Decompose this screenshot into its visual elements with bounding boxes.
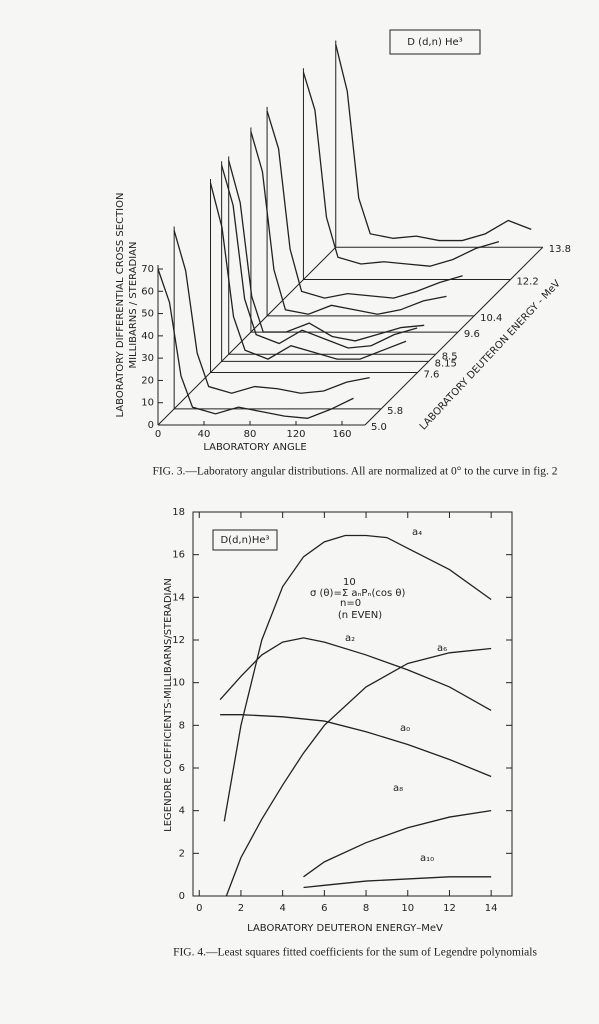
- x-tick-label: 10: [401, 903, 414, 914]
- frame: [192, 511, 513, 897]
- curve-label: a₂: [345, 633, 355, 644]
- y-tick-label: 12: [172, 635, 185, 646]
- y-tick-label: 4: [179, 806, 185, 817]
- curve: [219, 637, 492, 711]
- y-tick-label: 10: [172, 678, 185, 689]
- x-tick-label: 0: [196, 903, 202, 914]
- curve: [225, 647, 492, 897]
- y-tick-label: 18: [172, 507, 185, 518]
- curve: [335, 44, 532, 242]
- fig4-caption: FIG. 4.—Least squares fitted coefficient…: [173, 947, 537, 959]
- box: [212, 529, 278, 551]
- x-tick-label: 80: [244, 429, 257, 440]
- y-tick-label: 40: [141, 331, 154, 342]
- curve: [157, 268, 354, 419]
- formula-note: (n EVEN): [338, 610, 382, 621]
- curve-label: a₄: [412, 527, 422, 538]
- curve-label: a₁₀: [420, 853, 434, 864]
- fig3-z-label: LABORATORY DEUTERON ENERGY - MeV: [418, 278, 563, 432]
- curve: [303, 876, 492, 889]
- y-tick-label: 60: [141, 286, 154, 297]
- formula-bottom: n=0: [340, 598, 361, 609]
- x-tick-label: 8: [363, 903, 369, 914]
- curve-label: a₀: [400, 723, 410, 734]
- curve: [250, 131, 447, 315]
- energy-label: 8.15: [435, 358, 457, 369]
- x-tick-label: 14: [485, 903, 498, 914]
- y-tick-label: 6: [179, 763, 185, 774]
- fig3-x-label: LABORATORY ANGLE: [203, 442, 306, 453]
- curve: [266, 110, 463, 299]
- curve: [223, 534, 492, 822]
- curve: [303, 810, 492, 878]
- y-tick-label: 8: [179, 720, 185, 731]
- x-tick-label: 40: [198, 429, 211, 440]
- title-box: [389, 29, 481, 55]
- y-tick-label: 0: [179, 891, 185, 902]
- fig3-y-label: MILLIBARNS / STERADIAN: [128, 241, 139, 368]
- energy-label: 10.4: [480, 313, 502, 324]
- x-tick-label: 12: [443, 903, 456, 914]
- fig4-y-label: LEGENDRE COEFFICIENTS-MILLIBARNS/STERADI…: [163, 578, 174, 832]
- curve-label: a₈: [393, 783, 403, 794]
- fig4-box-label: D(d,n)He³: [220, 535, 269, 546]
- curve: [220, 714, 492, 778]
- y-tick-label: 70: [141, 264, 154, 275]
- x-tick-label: 4: [279, 903, 285, 914]
- y-tick-label: 16: [172, 550, 185, 561]
- x-tick-label: 120: [286, 429, 305, 440]
- y-tick-label: 10: [141, 398, 154, 409]
- curve: [173, 230, 370, 394]
- y-tick-label: 50: [141, 309, 154, 320]
- energy-label: 13.8: [549, 244, 571, 255]
- formula: σ (θ)=Σ aₙPₙ(cos θ): [310, 588, 405, 599]
- x-tick-label: 6: [321, 903, 327, 914]
- y-tick-label: 30: [141, 353, 154, 364]
- fig4-x-label: LABORATORY DEUTERON ENERGY–MeV: [247, 923, 443, 934]
- y-tick-label: 0: [148, 420, 154, 431]
- energy-label: 7.6: [424, 369, 440, 380]
- depth-axis: [157, 246, 337, 426]
- curve: [228, 160, 425, 342]
- energy-label: 9.6: [464, 329, 480, 340]
- formula-top: 10: [343, 577, 356, 588]
- depth-axis: [364, 246, 544, 426]
- y-tick-label: 14: [172, 592, 185, 603]
- energy-label: 5.8: [387, 406, 403, 417]
- curve-label: a₆: [437, 643, 447, 654]
- x-tick-label: 160: [332, 429, 351, 440]
- energy-label: 8.5: [442, 351, 458, 362]
- x-tick-label: 2: [238, 903, 244, 914]
- curve: [302, 72, 500, 267]
- y-tick-label: 20: [141, 375, 154, 386]
- fig3-title: D (d,n) He³: [407, 37, 462, 48]
- x-tick-label: 0: [155, 429, 161, 440]
- fig3-caption: FIG. 3.—Laboratory angular distributions…: [152, 466, 557, 478]
- curve: [221, 165, 418, 349]
- energy-label: 12.2: [516, 277, 538, 288]
- energy-label: 5.0: [371, 422, 387, 433]
- fig3-y-label: LABORATORY DIFFERENTIAL CROSS SECTION: [115, 193, 126, 418]
- y-tick-label: 2: [179, 848, 185, 859]
- curve: [209, 182, 407, 360]
